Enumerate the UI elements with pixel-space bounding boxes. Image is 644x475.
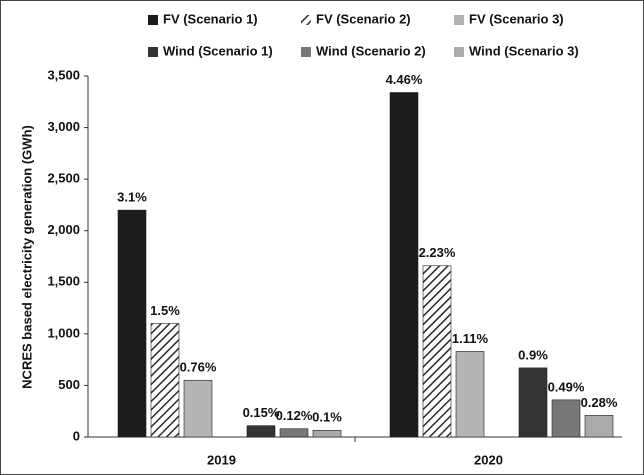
legend-label: FV (Scenario 3): [469, 11, 564, 26]
bar-label: 0.1%: [312, 410, 342, 425]
bar-label: 0.76%: [180, 360, 217, 375]
bar-label: 3.1%: [117, 190, 147, 205]
y-tick-label: 0: [73, 428, 80, 443]
bar: [518, 367, 548, 438]
bar-label: 1.5%: [150, 303, 180, 318]
y-tick-label: 3,000: [47, 119, 80, 134]
x-tick-label: 2019: [207, 452, 236, 467]
bar-label: 0.12%: [276, 408, 313, 423]
y-tick-label: 500: [58, 377, 80, 392]
legend-label: FV (Scenario 2): [316, 11, 411, 26]
legend-swatch: [148, 47, 158, 57]
bar-label: 0.28%: [581, 395, 618, 410]
bar-label: 0.15%: [243, 405, 280, 420]
y-tick-label: 2,000: [47, 222, 80, 237]
legend-swatch: [454, 47, 464, 57]
legend-label: FV (Scenario 1): [163, 11, 258, 26]
bar: [422, 265, 452, 438]
bar: [279, 428, 309, 438]
bar: [246, 425, 276, 438]
bar-label: 2.23%: [419, 245, 456, 260]
bar: [183, 379, 213, 438]
bar: [389, 92, 419, 438]
bar-label: 4.46%: [386, 72, 423, 87]
y-tick-label: 1,000: [47, 325, 80, 340]
legend-label: Wind (Scenario 2): [316, 43, 426, 58]
y-tick-label: 1,500: [47, 274, 80, 289]
bar-label: 0.9%: [518, 347, 548, 362]
bar: [551, 399, 581, 438]
bar: [312, 429, 342, 438]
y-axis-label: NCRES based electricity generation (GWh): [19, 125, 34, 389]
legend-swatch: [148, 15, 158, 25]
bar: [150, 323, 180, 438]
bar: [455, 351, 485, 438]
bar-label: 1.11%: [452, 331, 489, 346]
legend-swatch: [301, 47, 311, 57]
y-tick-label: 3,500: [47, 67, 80, 82]
y-tick-label: 2,500: [47, 171, 80, 186]
x-tick-label: 2020: [474, 452, 503, 467]
legend-swatch: [454, 15, 464, 25]
legend-label: Wind (Scenario 1): [163, 43, 273, 58]
bar: [584, 415, 614, 438]
legend-swatch: [301, 15, 311, 25]
bar-label: 0.49%: [548, 379, 585, 394]
legend-label: Wind (Scenario 3): [469, 43, 579, 58]
bar: [117, 209, 147, 438]
